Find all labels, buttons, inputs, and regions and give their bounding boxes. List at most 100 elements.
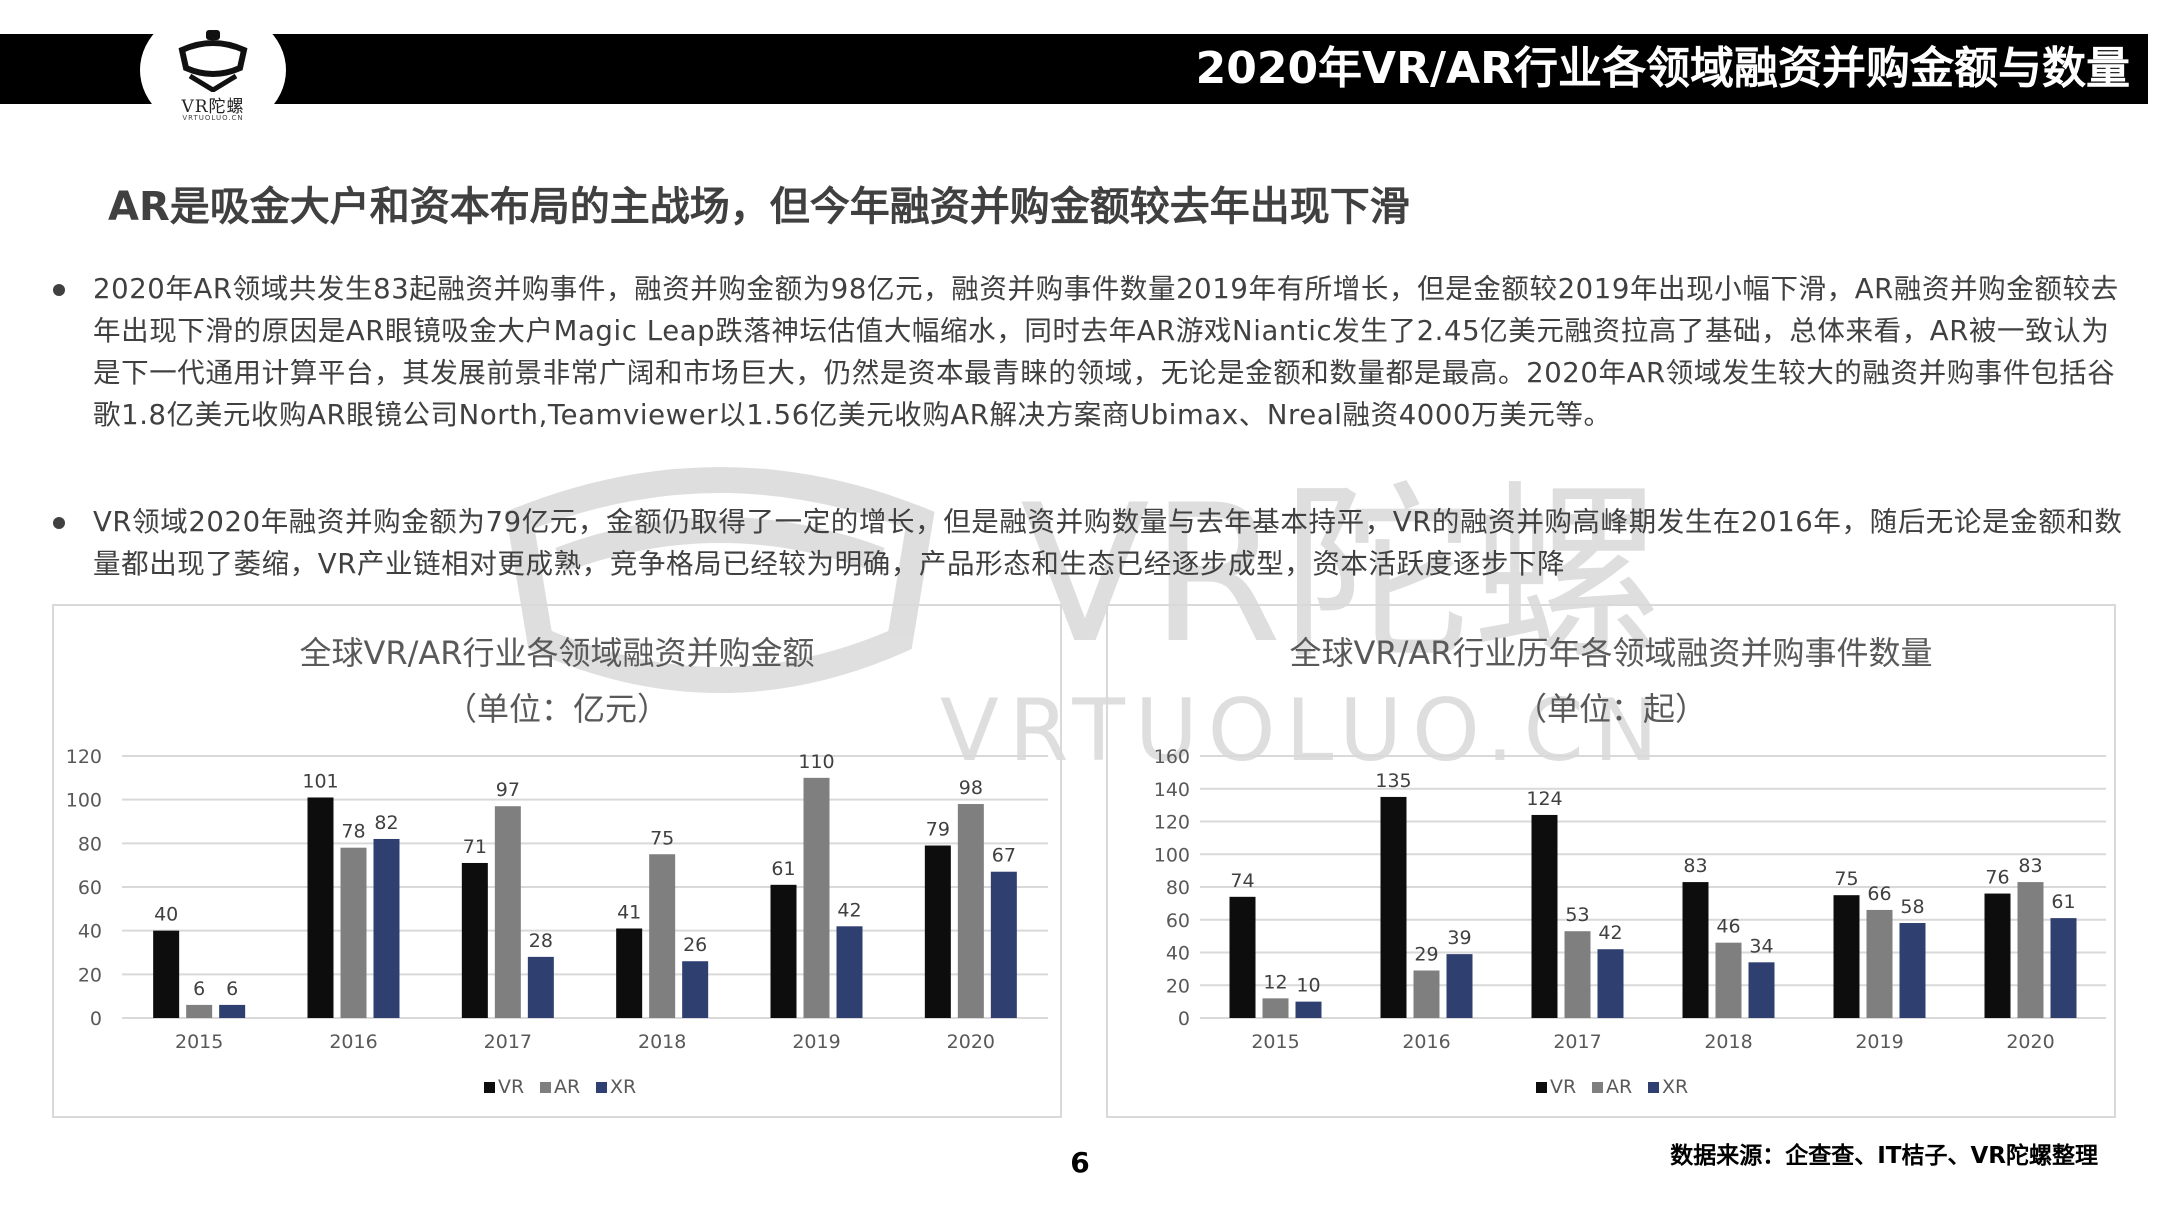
data-label: 135 <box>1375 770 1411 792</box>
bar-ar-2015 <box>1262 998 1289 1018</box>
data-label: 74 <box>1230 870 1254 892</box>
data-label: 66 <box>1867 883 1891 905</box>
bar-vr-2017 <box>461 862 488 1018</box>
y-tick-label: 120 <box>66 746 102 768</box>
y-tick-label: 20 <box>1166 975 1190 997</box>
chart-title: 全球VR/AR行业历年各领域融资并购事件数量 <box>1289 634 1933 672</box>
legend-swatch-ar <box>1592 1082 1603 1093</box>
bar-ar-2018 <box>1715 942 1742 1018</box>
legend-label-ar: AR <box>554 1076 580 1098</box>
x-tick-label: 2018 <box>638 1031 686 1053</box>
y-tick-label: 40 <box>78 921 102 943</box>
x-tick-label: 2015 <box>1251 1031 1299 1053</box>
chart-unit: （单位：起） <box>1514 690 1707 728</box>
legend-label-ar: AR <box>1606 1076 1632 1098</box>
data-label: 75 <box>1834 868 1858 890</box>
data-label: 53 <box>1565 904 1589 926</box>
bar-vr-2018 <box>616 928 643 1018</box>
legend-swatch-xr <box>596 1082 607 1093</box>
bar-xr-2020 <box>2050 918 2077 1018</box>
data-label: 101 <box>302 770 338 792</box>
chart-title: 全球VR/AR行业各领域融资并购金额 <box>299 634 815 672</box>
bullet-dot <box>53 517 65 529</box>
legend-label-vr: VR <box>498 1076 524 1098</box>
bar-ar-2016 <box>1413 970 1440 1018</box>
legend-swatch-vr <box>1536 1082 1547 1093</box>
bar-xr-2016 <box>1446 954 1473 1018</box>
data-label: 78 <box>341 821 365 843</box>
bar-vr-2015 <box>1229 896 1256 1018</box>
x-tick-label: 2017 <box>484 1031 532 1053</box>
data-label: 41 <box>617 901 641 923</box>
data-label: 110 <box>798 751 834 773</box>
y-tick-label: 140 <box>1154 779 1190 801</box>
data-label: 75 <box>650 827 674 849</box>
data-label: 12 <box>1263 971 1287 993</box>
data-label: 28 <box>529 930 553 952</box>
data-label: 10 <box>1296 975 1320 997</box>
data-label: 29 <box>1414 944 1438 966</box>
data-label: 42 <box>837 899 861 921</box>
bar-vr-2020 <box>1984 893 2011 1018</box>
data-label: 83 <box>2018 855 2042 877</box>
x-tick-label: 2020 <box>947 1031 995 1053</box>
y-tick-label: 40 <box>1166 943 1190 965</box>
data-label: 39 <box>1447 927 1471 949</box>
data-label: 42 <box>1598 922 1622 944</box>
x-tick-label: 2019 <box>1855 1031 1903 1053</box>
bar-ar-2019 <box>803 777 830 1018</box>
data-label: 124 <box>1526 788 1562 810</box>
bar-xr-2017 <box>527 956 554 1018</box>
bar-vr-2018 <box>1682 882 1709 1018</box>
legend-swatch-ar <box>540 1082 551 1093</box>
y-tick-label: 100 <box>66 790 102 812</box>
x-tick-label: 2020 <box>2006 1031 2054 1053</box>
data-label: 97 <box>496 779 520 801</box>
vr-headset-icon <box>178 30 248 92</box>
data-label: 6 <box>193 978 205 1000</box>
bar-vr-2015 <box>153 930 180 1018</box>
bar-ar-2017 <box>494 806 521 1018</box>
legend-label-xr: XR <box>610 1076 636 1098</box>
bar-xr-2015 <box>219 1004 246 1018</box>
y-tick-label: 60 <box>78 877 102 899</box>
bar-ar-2018 <box>649 854 676 1018</box>
page-title: 2020年VR/AR行业各领域融资并购金额与数量 <box>1195 43 2130 94</box>
x-tick-label: 2017 <box>1553 1031 1601 1053</box>
bar-xr-2020 <box>990 871 1017 1018</box>
bar-xr-2017 <box>1597 949 1624 1018</box>
data-label: 6 <box>226 978 238 1000</box>
logo-text: VR陀螺 <box>181 97 245 117</box>
bullet-paragraph-ar: 2020年AR领域共发生83起融资并购事件，融资并购金额为98亿元，融资并购事件… <box>93 273 2119 431</box>
bar-ar-2020 <box>957 804 984 1018</box>
logo-subtext: VRTUOLUO.CN <box>182 114 244 122</box>
bar-vr-2019 <box>770 884 797 1018</box>
y-tick-label: 20 <box>78 964 102 986</box>
bar-xr-2018 <box>1748 962 1775 1018</box>
bar-ar-2019 <box>1866 909 1893 1018</box>
bar-vr-2019 <box>1833 895 1860 1018</box>
legend-label-vr: VR <box>1550 1076 1576 1098</box>
bar-ar-2020 <box>2017 882 2044 1018</box>
data-label: 83 <box>1683 855 1707 877</box>
legend-label-xr: XR <box>1662 1076 1688 1098</box>
bar-xr-2019 <box>1899 923 1926 1018</box>
data-label: 61 <box>2051 891 2075 913</box>
legend-swatch-vr <box>484 1082 495 1093</box>
data-label: 58 <box>1900 896 1924 918</box>
y-tick-label: 120 <box>1154 812 1190 834</box>
x-tick-label: 2015 <box>175 1031 223 1053</box>
data-label: 40 <box>154 904 178 926</box>
y-tick-label: 60 <box>1166 910 1190 932</box>
chart-panel-funding-amount <box>52 604 1062 1118</box>
data-label: 46 <box>1716 916 1740 938</box>
legend-swatch-xr <box>1648 1082 1659 1093</box>
y-tick-label: 160 <box>1154 746 1190 768</box>
chart-funding-amount: 0 20 40 60 80 100 120 40 6 6 2015 101 78 82 2016 71 97 28… <box>66 746 1048 1098</box>
bar-vr-2017 <box>1531 814 1558 1018</box>
data-label: 61 <box>771 858 795 880</box>
x-tick-label: 2018 <box>1704 1031 1752 1053</box>
bar-vr-2016 <box>1380 796 1407 1018</box>
data-label: 26 <box>683 934 707 956</box>
bar-ar-2017 <box>1564 931 1591 1018</box>
